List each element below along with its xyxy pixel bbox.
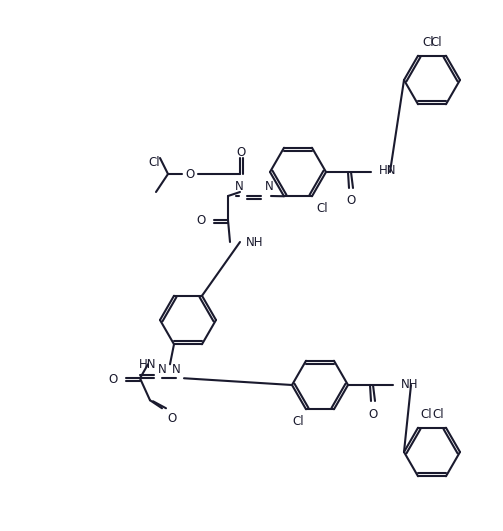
Text: HN: HN bbox=[379, 165, 396, 177]
Text: Cl: Cl bbox=[316, 202, 328, 215]
Text: N: N bbox=[172, 363, 181, 376]
Text: Cl: Cl bbox=[420, 408, 432, 421]
Text: O: O bbox=[167, 412, 177, 425]
Text: O: O bbox=[196, 215, 206, 227]
Text: O: O bbox=[236, 145, 245, 158]
Text: O: O bbox=[186, 167, 195, 181]
Text: N: N bbox=[234, 181, 243, 193]
Text: N: N bbox=[157, 363, 166, 376]
Text: Cl: Cl bbox=[433, 408, 444, 421]
Text: NH: NH bbox=[246, 236, 264, 249]
Text: O: O bbox=[108, 373, 118, 386]
Text: O: O bbox=[347, 194, 356, 208]
Text: Cl: Cl bbox=[292, 415, 304, 428]
Text: Cl: Cl bbox=[431, 36, 442, 49]
Text: NH: NH bbox=[401, 379, 418, 391]
Text: Cl: Cl bbox=[148, 156, 160, 168]
Text: Cl: Cl bbox=[422, 36, 434, 49]
Text: O: O bbox=[368, 407, 378, 421]
Text: HN: HN bbox=[138, 358, 156, 371]
Text: N: N bbox=[265, 181, 273, 193]
